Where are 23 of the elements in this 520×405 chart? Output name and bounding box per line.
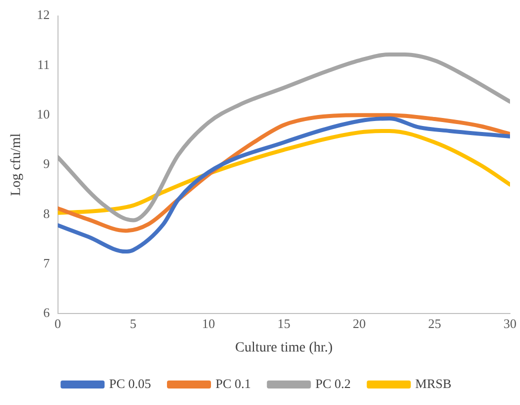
y-tick-label: 7: [43, 255, 50, 270]
x-tick-label: 15: [277, 316, 290, 331]
x-tick-label: 10: [202, 316, 216, 331]
line-series: [58, 128, 510, 215]
y-tick-label: 9: [43, 156, 50, 172]
x-tick-label: 5: [130, 316, 136, 331]
y-tick-label: 6: [43, 305, 50, 320]
y-tick-label: 12: [36, 7, 50, 22]
legend-label: PC 0.2: [315, 376, 351, 391]
x-tick-label: 30: [504, 316, 516, 331]
x-axis-title: Culture time (hr.): [235, 340, 334, 356]
line-series: [58, 116, 510, 254]
y-tick-label: 8: [43, 206, 50, 221]
y-tick-label: 10: [36, 106, 50, 122]
y-axis-title: Log cfu/ml: [9, 133, 24, 196]
y-tick-label: 11: [37, 56, 50, 72]
x-tick-label: 20: [352, 316, 366, 331]
legend-label: MRSB: [415, 376, 452, 391]
x-tick-label: 25: [428, 316, 442, 331]
line-series: [58, 52, 510, 222]
legend-label: PC 0.1: [215, 376, 251, 391]
x-tick-label: 0: [54, 316, 62, 331]
legend-label: PC 0.05: [109, 376, 151, 391]
